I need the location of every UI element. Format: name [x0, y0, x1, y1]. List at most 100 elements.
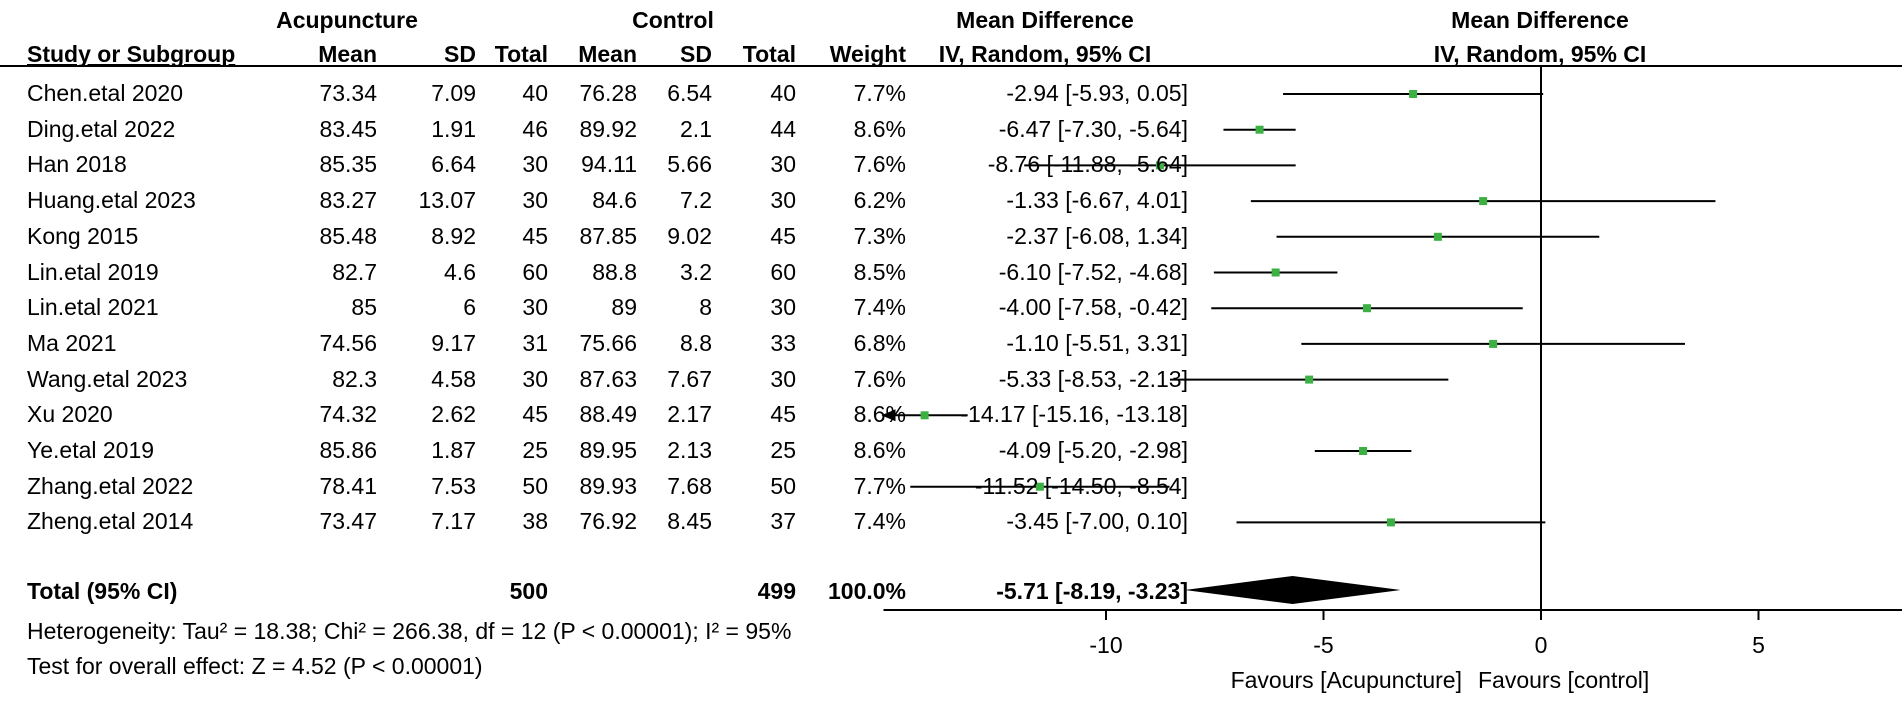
- ctl-mean-cell: 88.8: [592, 258, 637, 285]
- heterogeneity-text: Heterogeneity: Tau² = 18.38; Chi² = 266.…: [27, 618, 792, 644]
- acu-total-cell: 45: [522, 401, 548, 428]
- acu-total-cell: 30: [522, 187, 548, 214]
- ctl-mean-cell: 87.63: [579, 365, 637, 392]
- ctl-total-cell: 60: [770, 258, 796, 285]
- acu-sd-cell: 9.17: [431, 329, 476, 356]
- ctl-sd-cell: 5.66: [667, 151, 712, 178]
- acu-total-cell: 38: [522, 508, 548, 535]
- ctl-total-cell: 30: [770, 151, 796, 178]
- weight-cell: 6.2%: [853, 187, 906, 214]
- ctl-mean-header: Mean: [578, 41, 637, 67]
- acu-total-cell: 60: [522, 258, 548, 285]
- study-point-estimate: [1271, 268, 1280, 277]
- acu-mean-cell: 83.45: [319, 115, 377, 142]
- weight-cell: 8.6%: [853, 437, 906, 463]
- effect-ci-cell: -4.00 [-7.58, -0.42]: [998, 294, 1188, 321]
- x-tick-label: 0: [1534, 632, 1548, 658]
- acu-mean-cell: 82.3: [332, 365, 377, 392]
- acu-mean-cell: 73.34: [319, 80, 377, 106]
- off-scale-arrow: [881, 409, 896, 422]
- acu-sd-cell: 6.64: [431, 151, 476, 178]
- effect-method-header: IV, Random, 95% CI: [938, 41, 1152, 67]
- acu-mean-cell: 78.41: [319, 472, 377, 499]
- study-name: Lin.etal 2019: [27, 258, 159, 285]
- study-point-estimate: [1305, 375, 1314, 384]
- study-name: Chen.etal 2020: [27, 80, 184, 106]
- ctl-mean-cell: 76.28: [579, 80, 637, 106]
- study-name: Kong 2015: [27, 222, 139, 249]
- acu-sd-cell: 1.87: [431, 437, 476, 463]
- acu-mean-cell: 83.27: [319, 187, 377, 214]
- effect-column-header: Mean Difference: [956, 7, 1134, 33]
- study-point-estimate: [1433, 232, 1442, 241]
- effect-ci-cell: -1.10 [-5.51, 3.31]: [1006, 329, 1188, 356]
- acu-sd-cell: 7.53: [431, 472, 476, 499]
- study-point-estimate: [920, 411, 929, 420]
- acu-sd-cell: 6: [463, 294, 476, 321]
- pooled-effect-diamond: [1184, 576, 1401, 604]
- acu-sd-cell: 7.17: [431, 508, 476, 535]
- study-name: Lin.etal 2021: [27, 294, 159, 321]
- x-tick-label: -10: [1089, 632, 1123, 658]
- ctl-sd-cell: 8.8: [680, 329, 712, 356]
- ctl-total-cell: 30: [770, 187, 796, 214]
- acu-sd-cell: 1.91: [431, 115, 476, 142]
- acupuncture-group-header: Acupuncture: [276, 7, 418, 33]
- ctl-total-cell: 33: [770, 329, 796, 356]
- effect-ci-cell: -6.10 [-7.52, -4.68]: [998, 258, 1188, 285]
- study-name: Ma 2021: [27, 329, 117, 356]
- acu-sd-header: SD: [444, 41, 476, 67]
- ctl-total-cell: 50: [770, 472, 796, 499]
- effect-ci-cell: -6.47 [-7.30, -5.64]: [998, 115, 1188, 142]
- effect-ci-cell: -2.94 [-5.93, 0.05]: [1006, 80, 1188, 106]
- study-point-estimate: [1155, 161, 1164, 170]
- acu-sd-cell: 7.09: [431, 80, 476, 106]
- study-point-estimate: [1035, 482, 1044, 491]
- acu-total-sum: 500: [509, 578, 548, 604]
- ctl-sd-header: SD: [680, 41, 712, 67]
- study-name: Han 2018: [27, 151, 127, 178]
- study-point-estimate: [1479, 197, 1488, 206]
- ctl-mean-cell: 89.95: [579, 437, 637, 463]
- study-name: Wang.etal 2023: [27, 365, 188, 392]
- favours-right-label: Favours [control]: [1478, 667, 1650, 693]
- ctl-sd-cell: 7.68: [667, 472, 712, 499]
- ctl-mean-cell: 89.92: [579, 115, 637, 142]
- study-point-estimate: [1359, 447, 1368, 455]
- weight-cell: 8.6%: [853, 401, 906, 428]
- effect-ci-cell: -1.33 [-6.67, 4.01]: [1006, 187, 1188, 214]
- acu-mean-cell: 85.35: [319, 151, 377, 178]
- weight-cell: 7.7%: [853, 472, 906, 499]
- study-point-estimate: [1363, 304, 1371, 313]
- ctl-total-sum: 499: [757, 578, 796, 604]
- ctl-mean-cell: 89: [611, 294, 637, 321]
- total-label: Total (95% CI): [27, 578, 178, 604]
- ctl-total-cell: 25: [770, 437, 796, 463]
- weight-cell: 6.8%: [853, 329, 906, 356]
- ctl-sd-cell: 3.2: [680, 258, 712, 285]
- ctl-sd-cell: 7.67: [667, 365, 712, 392]
- weight-cell: 8.5%: [853, 258, 906, 285]
- ctl-total-cell: 44: [770, 115, 796, 142]
- study-point-estimate: [1255, 125, 1264, 134]
- plot-column-header: Mean Difference: [1451, 7, 1629, 33]
- study-name: Zheng.etal 2014: [27, 508, 194, 535]
- acu-sd-cell: 2.62: [431, 401, 476, 428]
- acu-sd-cell: 8.92: [431, 222, 476, 249]
- ctl-mean-cell: 76.92: [579, 508, 637, 535]
- weight-cell: 7.4%: [853, 508, 906, 535]
- acu-sd-cell: 4.6: [444, 258, 476, 285]
- weight-header: Weight: [829, 41, 906, 67]
- favours-left-label: Favours [Acupuncture]: [1230, 667, 1462, 693]
- ctl-mean-cell: 84.6: [592, 187, 637, 214]
- acu-total-cell: 30: [522, 151, 548, 178]
- effect-ci-cell: -2.37 [-6.08, 1.34]: [1006, 222, 1188, 249]
- acu-mean-cell: 85.48: [319, 222, 377, 249]
- ctl-total-cell: 45: [770, 222, 796, 249]
- total-weight: 100.0%: [827, 578, 906, 604]
- ctl-sd-cell: 9.02: [667, 222, 712, 249]
- ctl-sd-cell: 8.45: [667, 508, 712, 535]
- study-name: Ding.etal 2022: [27, 115, 176, 142]
- ctl-sd-cell: 6.54: [667, 80, 712, 106]
- effect-ci-cell: -5.33 [-8.53, -2.13]: [998, 365, 1188, 392]
